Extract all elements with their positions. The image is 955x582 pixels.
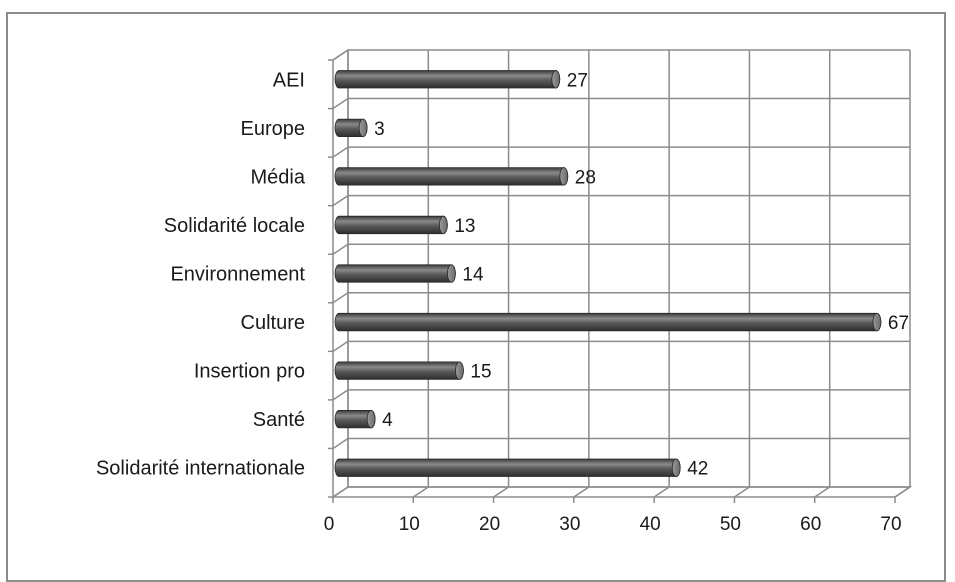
category-label: Europe xyxy=(241,118,306,140)
floor-gridline xyxy=(412,486,429,498)
x-tick-label: 40 xyxy=(640,514,661,535)
category-label: Environnement xyxy=(170,264,305,286)
bar-cap xyxy=(455,361,464,380)
bar xyxy=(334,264,456,283)
wall-gridline xyxy=(332,49,349,61)
bar-body xyxy=(334,215,448,235)
bar-cap xyxy=(551,70,561,89)
bar xyxy=(334,167,569,186)
bar xyxy=(334,458,681,477)
x-tick-label: 50 xyxy=(720,514,741,535)
floor-gridline xyxy=(493,486,509,498)
bars xyxy=(334,70,882,477)
bar-cap xyxy=(438,215,448,235)
category-label: AEI xyxy=(273,69,305,91)
floor-gridline xyxy=(734,486,750,498)
floor-gridline xyxy=(653,486,670,498)
wall-gridline xyxy=(332,389,349,401)
bar-body xyxy=(334,70,561,89)
bar xyxy=(334,312,882,332)
data-label: 15 xyxy=(470,362,491,383)
wall-gridline xyxy=(332,486,349,498)
x-tick-labels: 0 10 20 30 40 50 60 70 xyxy=(324,514,902,535)
bar-body xyxy=(334,312,882,332)
x-tick-label: 10 xyxy=(399,514,420,535)
x-tick-label: 0 xyxy=(324,514,335,535)
value-labels: 27 3 28 13 14 67 15 4 42 xyxy=(374,70,909,479)
bar-body xyxy=(334,167,569,186)
wall-gridline xyxy=(332,195,349,207)
bar-cap xyxy=(358,118,368,137)
x-tick-label: 70 xyxy=(880,514,901,535)
category-label: Insertion pro xyxy=(194,361,305,383)
bar xyxy=(334,361,464,380)
wall-gridline xyxy=(332,146,349,158)
wall-gridline xyxy=(332,292,349,304)
data-label: 27 xyxy=(567,70,588,91)
data-label: 42 xyxy=(687,459,708,480)
bar xyxy=(334,410,376,429)
category-label: Santé xyxy=(253,409,305,431)
wall-gridline xyxy=(332,437,349,450)
x-tick-label: 30 xyxy=(559,514,580,535)
bar-cap xyxy=(671,458,681,477)
floor-gridline xyxy=(573,486,590,498)
x-tick-label: 20 xyxy=(479,514,500,535)
data-label: 67 xyxy=(888,313,909,334)
wall-gridline xyxy=(332,97,349,110)
category-labels: AEI Europe Média Solidarité locale Environne… xyxy=(96,69,306,479)
data-label: 13 xyxy=(454,216,475,237)
x-tick-label: 60 xyxy=(800,514,821,535)
floor-gridline xyxy=(894,486,911,498)
wall-gridline xyxy=(332,243,349,255)
bar-body xyxy=(334,264,456,283)
bar-cap xyxy=(559,167,569,186)
data-label: 3 xyxy=(374,119,385,140)
category-label: Solidarité locale xyxy=(164,215,305,237)
bar-cap xyxy=(872,312,882,332)
category-label: Culture xyxy=(241,312,305,334)
bar-body xyxy=(334,361,464,380)
bar xyxy=(334,215,448,235)
bar xyxy=(334,118,368,137)
gridlines xyxy=(328,49,911,503)
floor-gridline xyxy=(814,486,831,498)
data-label: 4 xyxy=(382,410,393,431)
data-label: 14 xyxy=(462,265,484,286)
bar-body xyxy=(334,458,681,477)
bar xyxy=(334,70,561,89)
category-label: Média xyxy=(251,166,306,188)
bar-cap xyxy=(446,264,456,283)
data-label: 28 xyxy=(575,167,596,188)
category-label: Solidarité internationale xyxy=(96,458,305,480)
wall-gridline xyxy=(332,340,349,352)
bar-cap xyxy=(366,410,376,429)
